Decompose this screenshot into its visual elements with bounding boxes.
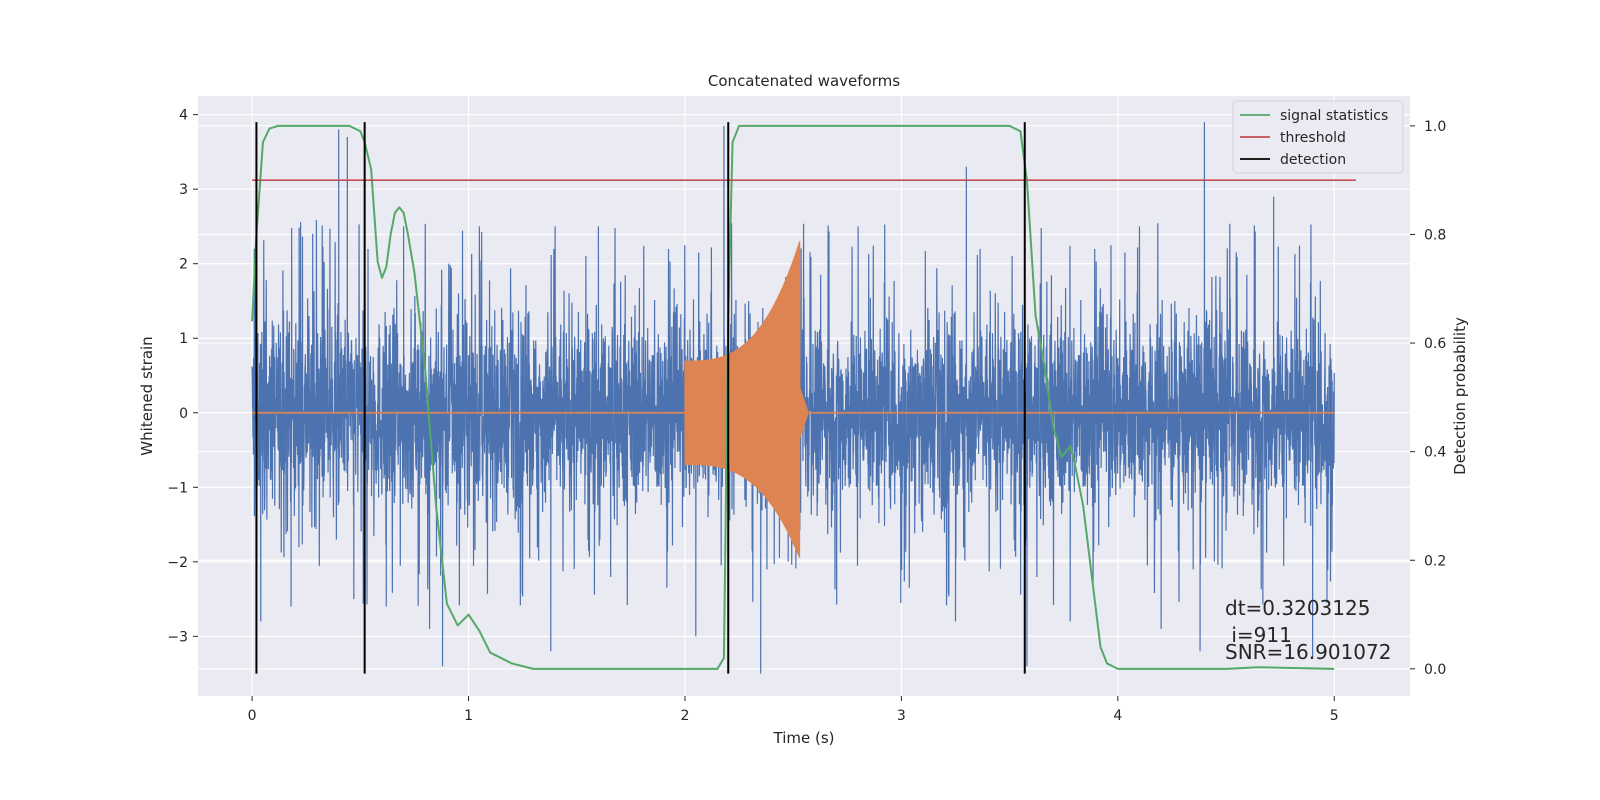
y-tick-label: 1 [179, 331, 188, 347]
y-tick-label: 0 [179, 406, 188, 422]
y-right-tick-label: 1.0 [1424, 119, 1446, 135]
legend-label-signal-statistics: signal statistics [1280, 108, 1388, 124]
signal-statistics-line [251, 124, 1335, 670]
x-tick-label: 3 [897, 708, 906, 724]
y-right-tick-label: 0.4 [1424, 445, 1446, 461]
x-axis-title: Time (s) [773, 729, 835, 747]
x-tick-label: 0 [248, 708, 257, 724]
y-tick-label: −1 [167, 480, 188, 496]
y-right-tick-label: 0.8 [1424, 227, 1446, 243]
legend-box [1232, 100, 1404, 174]
injected-waveform-series [252, 241, 1335, 558]
y-right-tick-label: 0.0 [1424, 662, 1446, 678]
y-tick-label: −2 [167, 555, 188, 571]
y-right-axis-title: Detection probability [1451, 317, 1469, 475]
y-tick-label: 3 [179, 182, 188, 198]
annotation-dt: dt=0.3203125 [1225, 596, 1370, 620]
axes: 0 1 2 3 4 5 −3 −2 −1 0 1 2 3 4 0.0 0.2 0.4 0.6 0.8 1.0 [167, 108, 1446, 724]
y-right-tick-label: 0.6 [1424, 336, 1446, 352]
y-tick-label: 2 [179, 257, 188, 273]
waveform-line [684, 241, 809, 558]
x-tick-label: 2 [681, 708, 690, 724]
y-right-tick-label: 0.2 [1424, 553, 1446, 569]
x-tick-label: 5 [1330, 708, 1339, 724]
annotation-snr: SNR=16.901072 [1225, 640, 1391, 664]
x-tick-label: 4 [1113, 708, 1122, 724]
annotation-i: i=911 [1225, 623, 1292, 647]
y-tick-label: −3 [167, 629, 188, 645]
legend-label-threshold: threshold [1280, 130, 1346, 146]
chart-title: Concatenated waveforms [708, 72, 900, 90]
detection-series [255, 122, 1026, 674]
legend: signal statistics threshold detection [1232, 100, 1404, 174]
y-tick-label: 4 [179, 108, 188, 124]
y-axis-title: Whitened strain [138, 336, 156, 455]
x-tick-label: 1 [464, 708, 473, 724]
legend-label-detection: detection [1280, 152, 1346, 168]
signal-statistics-series [251, 124, 1335, 670]
